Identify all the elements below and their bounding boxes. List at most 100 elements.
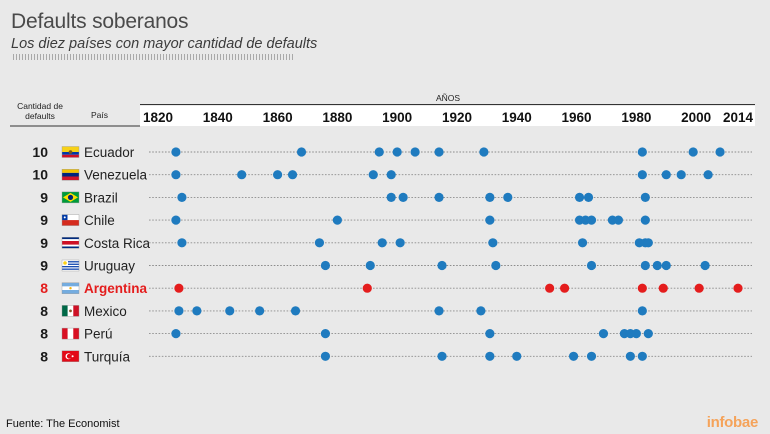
flag-border xyxy=(61,259,80,272)
chart-row: 10 Venezuela xyxy=(32,167,752,183)
default-count-label: 9 xyxy=(40,212,48,228)
default-point xyxy=(374,147,384,157)
x-tick-label: 1840 xyxy=(203,110,233,125)
flag-part xyxy=(62,328,68,340)
default-point xyxy=(733,283,743,293)
flag-part xyxy=(67,328,74,340)
default-point xyxy=(392,147,402,157)
default-point xyxy=(640,260,650,271)
default-point xyxy=(485,329,495,339)
default-point xyxy=(287,170,298,180)
default-point xyxy=(395,238,405,248)
default-count-label: 8 xyxy=(40,326,48,342)
default-point xyxy=(192,306,202,316)
year-header-band xyxy=(140,106,755,126)
default-count-label: 9 xyxy=(40,235,48,251)
count-column-header: Cantidad de defaults xyxy=(17,101,63,121)
default-count-label: 8 xyxy=(40,348,48,364)
country-label: Mexico xyxy=(84,304,127,319)
flag-part xyxy=(63,216,66,219)
default-point xyxy=(637,351,647,361)
x-tick-label: 2000 xyxy=(681,110,711,125)
x-tick-label: 1920 xyxy=(442,110,472,125)
default-point xyxy=(386,170,396,180)
default-point xyxy=(174,306,184,316)
country-column-header: País xyxy=(91,110,108,120)
flag-part xyxy=(62,214,79,221)
default-point xyxy=(559,283,570,293)
brand-logo: infobae xyxy=(706,414,759,431)
default-count-label: 10 xyxy=(32,167,48,183)
title-underline-hatch xyxy=(13,54,295,60)
argentina-flag-icon xyxy=(61,282,80,294)
country-label: Brazil xyxy=(84,190,118,205)
default-point xyxy=(568,351,579,361)
chart-row: 9 Chile xyxy=(40,212,752,228)
default-point xyxy=(485,215,495,225)
default-point xyxy=(368,170,378,180)
default-point xyxy=(503,192,513,202)
default-point xyxy=(237,170,247,180)
flag-border xyxy=(61,214,80,226)
country-label: Venezuela xyxy=(84,168,148,183)
flag-part xyxy=(62,146,79,152)
flag-part xyxy=(71,355,74,358)
default-point xyxy=(652,260,662,271)
flag-part xyxy=(67,194,74,200)
default-point xyxy=(434,147,444,157)
x-tick-label: 1960 xyxy=(562,110,592,125)
flag-part xyxy=(62,268,79,270)
x-tick-label: 2014 xyxy=(723,110,754,125)
x-tick-label: 1900 xyxy=(382,110,412,125)
country-label: Uruguay xyxy=(84,259,135,274)
default-point xyxy=(255,306,265,316)
default-point xyxy=(661,170,671,180)
default-point xyxy=(314,238,325,248)
default-point xyxy=(272,170,283,180)
flag-border xyxy=(61,327,80,340)
ecuador-flag-icon xyxy=(61,146,80,158)
default-point xyxy=(434,306,444,316)
x-tick-label: 1880 xyxy=(322,110,352,125)
default-point xyxy=(410,147,420,157)
venezuela-flag-icon xyxy=(61,168,80,181)
default-point xyxy=(700,260,710,271)
default-point xyxy=(491,260,501,271)
flag-border xyxy=(61,237,80,249)
costa-rica-flag-icon xyxy=(61,237,80,249)
flag-border xyxy=(61,350,80,362)
default-point xyxy=(640,215,650,225)
default-point xyxy=(637,283,647,293)
default-point xyxy=(332,215,342,225)
default-count-label: 9 xyxy=(40,258,48,274)
default-point xyxy=(365,260,375,271)
x-tick-label: 1940 xyxy=(502,110,532,125)
default-point xyxy=(437,260,447,271)
flag-part xyxy=(68,150,73,154)
peru-flag-icon xyxy=(61,327,80,340)
default-point xyxy=(171,215,181,225)
chart-row: 9 Brazil xyxy=(40,189,752,205)
chart-row: 8 Perú xyxy=(40,326,752,342)
default-point xyxy=(577,238,588,248)
flag-part xyxy=(62,241,79,245)
default-point xyxy=(586,260,597,271)
default-point xyxy=(625,351,635,361)
default-point xyxy=(485,351,495,361)
uruguay-flag-icon xyxy=(61,259,80,272)
chart-row: 8 Argentina xyxy=(40,280,752,296)
default-point xyxy=(715,147,725,157)
flag-border xyxy=(61,191,80,204)
default-point xyxy=(225,306,235,316)
default-count-label: 8 xyxy=(40,280,48,296)
default-point xyxy=(177,192,187,202)
flag-part xyxy=(62,261,79,263)
default-point xyxy=(637,147,647,157)
flag-part xyxy=(73,305,79,317)
flag-part xyxy=(62,282,79,287)
default-count-label: 9 xyxy=(40,189,48,205)
default-point xyxy=(171,170,181,180)
page-subtitle: Los diez países con mayor cantidad de de… xyxy=(11,36,318,52)
turquia-flag-icon xyxy=(61,350,80,362)
